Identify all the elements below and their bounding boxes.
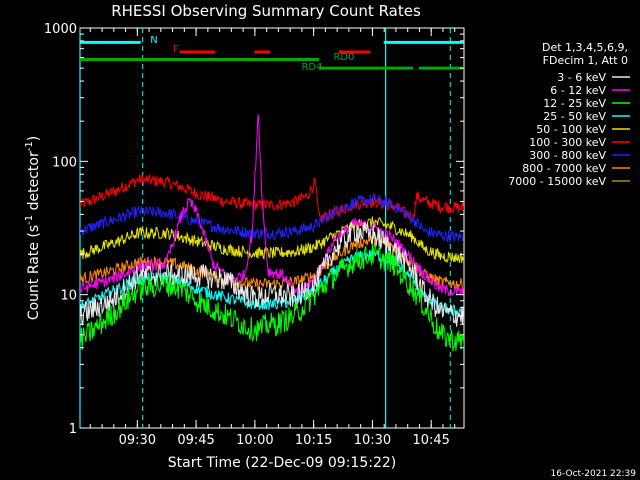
legend-header-0: Det 1,3,4,5,6,9, <box>542 41 628 54</box>
flag-label-n: N <box>150 35 157 46</box>
x-axis: 09:30 09:45 10:00 10:15 10:30 10:45 <box>89 28 456 448</box>
series-group <box>80 113 464 352</box>
y-tick-label-0: 1 <box>69 422 77 437</box>
series-line-5 <box>80 174 464 223</box>
chart-title: RHESSI Observing Summary Count Rates <box>111 2 421 20</box>
series-line-6 <box>80 193 464 243</box>
flag-label-rd4: RD4 <box>301 62 322 73</box>
x-tick-label-5: 10:45 <box>412 433 449 448</box>
x-tick-label-2: 10:00 <box>236 433 273 448</box>
y-axis-label: Count Rate (s-1 detector-1) <box>24 136 42 320</box>
legend-header-1: FDecim 1, Att 0 <box>543 54 628 67</box>
series-line-0 <box>80 221 464 327</box>
x-tick-label-0: 09:30 <box>119 433 156 448</box>
y-axis: 1 10 100 1000 <box>44 22 464 437</box>
series-line-2 <box>80 243 464 352</box>
x-tick-label-3: 10:15 <box>295 433 332 448</box>
x-tick-label-4: 10:30 <box>354 433 391 448</box>
legend-label-0: 3 - 6 keV <box>557 71 606 84</box>
legend-label-6: 300 - 800 keV <box>529 149 606 162</box>
legend-label-2: 12 - 25 keV <box>543 97 606 110</box>
footer-timestamp: 16-Oct-2021 22:39 <box>551 469 637 479</box>
x-axis-label: Start Time (22-Dec-09 09:15:22) <box>168 455 396 471</box>
flag-label-f: F <box>173 44 179 55</box>
legend-label-5: 100 - 300 keV <box>529 136 606 149</box>
plot-area: N F RD0 RD4 <box>79 27 465 429</box>
y-tick-label-1: 10 <box>60 289 77 304</box>
series-line-4 <box>80 216 464 264</box>
legend-label-1: 6 - 12 keV <box>550 84 606 97</box>
legend: Det 1,3,4,5,6,9,FDecim 1, Att 0 3 - 6 keV… <box>508 41 630 188</box>
legend-label-7: 800 - 7000 keV <box>522 162 606 175</box>
flag-label-rd0: RD0 <box>333 52 354 63</box>
y-tick-label-3: 1000 <box>44 22 77 37</box>
legend-label-3: 25 - 50 keV <box>543 110 606 123</box>
legend-label-8: 7000 - 15000 keV <box>508 175 606 188</box>
y-tick-label-2: 100 <box>52 155 77 170</box>
legend-label-4: 50 - 100 keV <box>536 123 606 136</box>
x-tick-label-1: 09:45 <box>177 433 214 448</box>
